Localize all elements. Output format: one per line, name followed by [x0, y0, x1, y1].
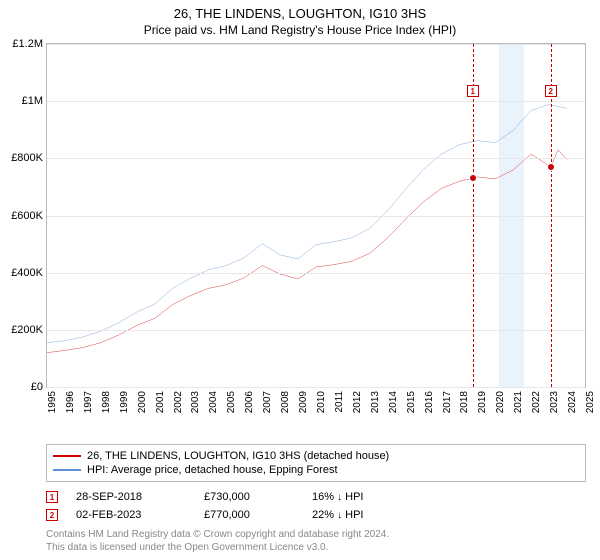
x-axis-label: 2008: [280, 391, 291, 413]
sales-row: 2 02-FEB-2023 £770,000 22% ↓ HPI: [46, 506, 586, 524]
title-block: 26, THE LINDENS, LOUGHTON, IG10 3HS Pric…: [0, 0, 600, 39]
event-marker-box: 1: [467, 85, 479, 97]
x-axis-label: 1995: [47, 391, 58, 413]
event-marker-box: 2: [545, 85, 557, 97]
x-axis-label: 2011: [334, 391, 345, 413]
x-axis-label: 2022: [531, 391, 542, 413]
sales-delta: 22% ↓ HPI: [312, 509, 392, 521]
event-point: [547, 163, 555, 171]
x-axis-label: 1999: [119, 391, 130, 413]
sales-price: £730,000: [204, 491, 294, 503]
x-axis-label: 2023: [549, 391, 560, 413]
legend-swatch: [53, 469, 81, 471]
x-axis-label: 2013: [370, 391, 381, 413]
sales-date: 28-SEP-2018: [76, 491, 186, 503]
x-axis-label: 2006: [244, 391, 255, 413]
x-axis-label: 2017: [442, 391, 453, 413]
x-axis-label: 1997: [83, 391, 94, 413]
gridline-horizontal: [47, 158, 585, 159]
x-axis-label: 2002: [173, 391, 184, 413]
x-axis-label: 2024: [567, 391, 578, 413]
x-axis-label: 2018: [459, 391, 470, 413]
sales-marker: 1: [46, 491, 58, 503]
chart-area: £0£200K£400K£600K£800K£1M£1.2M1995199619…: [46, 43, 586, 438]
x-axis-label: 2025: [585, 391, 596, 413]
y-axis-label: £1.2M: [12, 38, 43, 50]
x-axis-label: 2015: [406, 391, 417, 413]
gridline-horizontal: [47, 387, 585, 388]
x-axis-label: 2019: [477, 391, 488, 413]
gridline-horizontal: [47, 273, 585, 274]
y-axis-label: £200K: [11, 324, 43, 336]
y-axis-label: £400K: [11, 267, 43, 279]
sales-row: 1 28-SEP-2018 £730,000 16% ↓ HPI: [46, 488, 586, 506]
y-axis-label: £800K: [11, 152, 43, 164]
sales-price: £770,000: [204, 509, 294, 521]
y-axis-label: £0: [31, 381, 43, 393]
y-axis-label: £600K: [11, 210, 43, 222]
x-axis-label: 2001: [155, 391, 166, 413]
plot-region: £0£200K£400K£600K£800K£1M£1.2M1995199619…: [46, 43, 586, 388]
footer-line-2: This data is licensed under the Open Gov…: [46, 541, 586, 554]
gridline-horizontal: [47, 216, 585, 217]
x-axis-label: 2010: [316, 391, 327, 413]
legend-swatch: [53, 455, 81, 457]
legend-item: 26, THE LINDENS, LOUGHTON, IG10 3HS (det…: [53, 449, 579, 463]
x-axis-label: 1998: [101, 391, 112, 413]
legend-label: 26, THE LINDENS, LOUGHTON, IG10 3HS (det…: [87, 450, 389, 462]
gridline-horizontal: [47, 101, 585, 102]
legend-label: HPI: Average price, detached house, Eppi…: [87, 464, 338, 476]
x-axis-label: 2016: [424, 391, 435, 413]
x-axis-label: 2004: [208, 391, 219, 413]
sales-marker: 2: [46, 509, 58, 521]
series-line-hpi: [47, 105, 567, 343]
x-axis-label: 2012: [352, 391, 363, 413]
x-axis-label: 2007: [262, 391, 273, 413]
x-axis-label: 2014: [388, 391, 399, 413]
sales-date: 02-FEB-2023: [76, 509, 186, 521]
x-axis-label: 2003: [190, 391, 201, 413]
gridline-horizontal: [47, 44, 585, 45]
x-axis-label: 2005: [226, 391, 237, 413]
series-line-price_paid: [47, 150, 567, 353]
legend: 26, THE LINDENS, LOUGHTON, IG10 3HS (det…: [46, 444, 586, 482]
footer-line-1: Contains HM Land Registry data © Crown c…: [46, 528, 586, 541]
x-axis-label: 2020: [495, 391, 506, 413]
chart-title: 26, THE LINDENS, LOUGHTON, IG10 3HS: [0, 6, 600, 21]
x-axis-label: 2021: [513, 391, 524, 413]
chart-subtitle: Price paid vs. HM Land Registry's House …: [0, 23, 600, 37]
sales-table: 1 28-SEP-2018 £730,000 16% ↓ HPI 2 02-FEB-202…: [46, 488, 586, 524]
x-axis-label: 1996: [65, 391, 76, 413]
x-axis-label: 2000: [137, 391, 148, 413]
y-axis-label: £1M: [22, 95, 43, 107]
event-point: [469, 174, 477, 182]
sales-delta: 16% ↓ HPI: [312, 491, 392, 503]
footer-attribution: Contains HM Land Registry data © Crown c…: [46, 528, 586, 554]
legend-item: HPI: Average price, detached house, Eppi…: [53, 463, 579, 477]
x-axis-label: 2009: [298, 391, 309, 413]
gridline-horizontal: [47, 330, 585, 331]
